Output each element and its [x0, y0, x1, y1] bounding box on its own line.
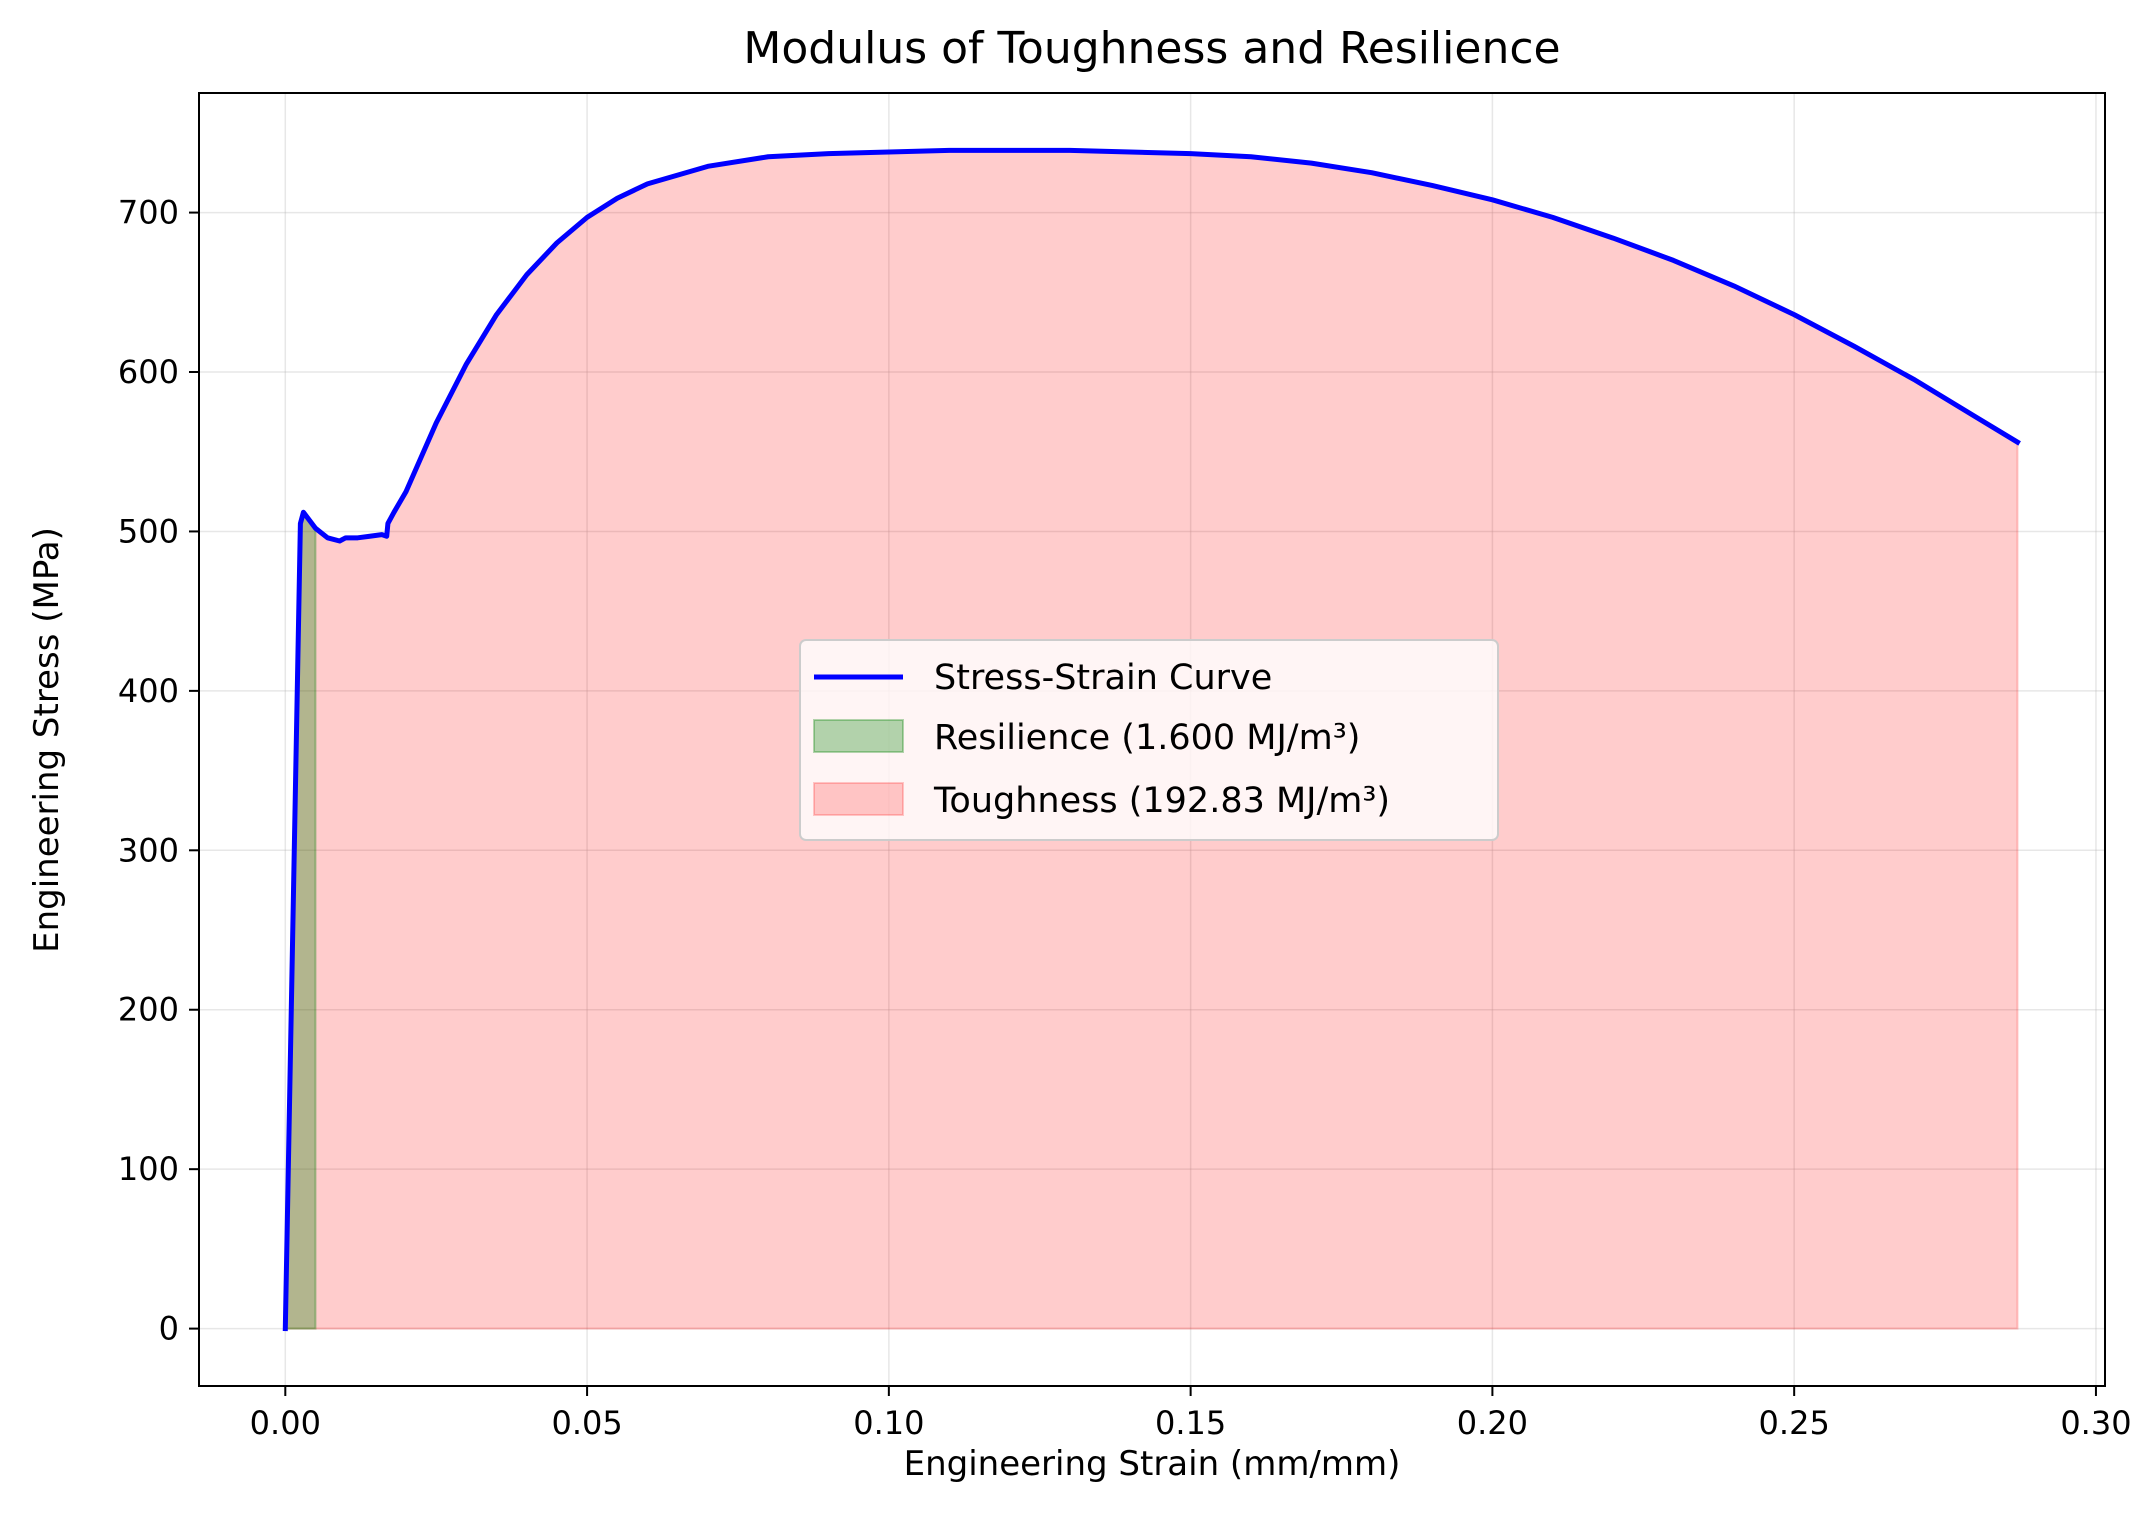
- plot-frame: [198, 92, 2106, 1387]
- x-axis: 0.00 0.05 0.10 0.15 0.20 0.25 0.30: [250, 1386, 2132, 1442]
- legend-box: [799, 639, 1499, 841]
- y-axis-label: Engineering Stress (MPa): [27, 527, 67, 953]
- x-tick-label: 0.10: [853, 1404, 924, 1442]
- legend-swatch-resilience: [813, 719, 904, 753]
- legend: Stress-Strain Curve Resilience (1.600 MJ…: [799, 639, 1499, 841]
- stress-strain-curve-line: [282, 147, 2021, 1332]
- x-axis-label: Engineering Strain (mm/mm): [904, 1444, 1401, 1484]
- legend-label-toughness: Toughness (192.83 MJ/m³): [933, 781, 1390, 821]
- x-tick-label: 0.25: [1759, 1404, 1830, 1442]
- y-tick-label: 600: [118, 353, 179, 391]
- x-tick-label: 0.20: [1457, 1404, 1528, 1442]
- y-tick-label: 100: [118, 1150, 179, 1188]
- y-tick-label: 300: [118, 831, 179, 869]
- y-tick-label: 200: [118, 991, 179, 1029]
- y-axis: 0 100 200 300 400 500 600 700: [118, 194, 199, 1348]
- x-tick-label: 0.15: [1155, 1404, 1226, 1442]
- x-tick-label: 0.00: [250, 1404, 321, 1442]
- chart-title: Modulus of Toughness and Resilience: [743, 23, 1560, 74]
- y-tick-label: 500: [118, 512, 179, 550]
- y-tick-label: 700: [118, 194, 179, 232]
- x-tick-label: 0.05: [551, 1404, 622, 1442]
- x-tick-label: 0.30: [2060, 1404, 2131, 1442]
- y-tick-label: 0: [159, 1310, 179, 1348]
- legend-label-resilience: Resilience (1.600 MJ/m³): [934, 718, 1360, 758]
- y-tick-label: 400: [118, 672, 179, 710]
- legend-swatch-toughness: [813, 782, 904, 816]
- legend-label-curve: Stress-Strain Curve: [934, 658, 1272, 698]
